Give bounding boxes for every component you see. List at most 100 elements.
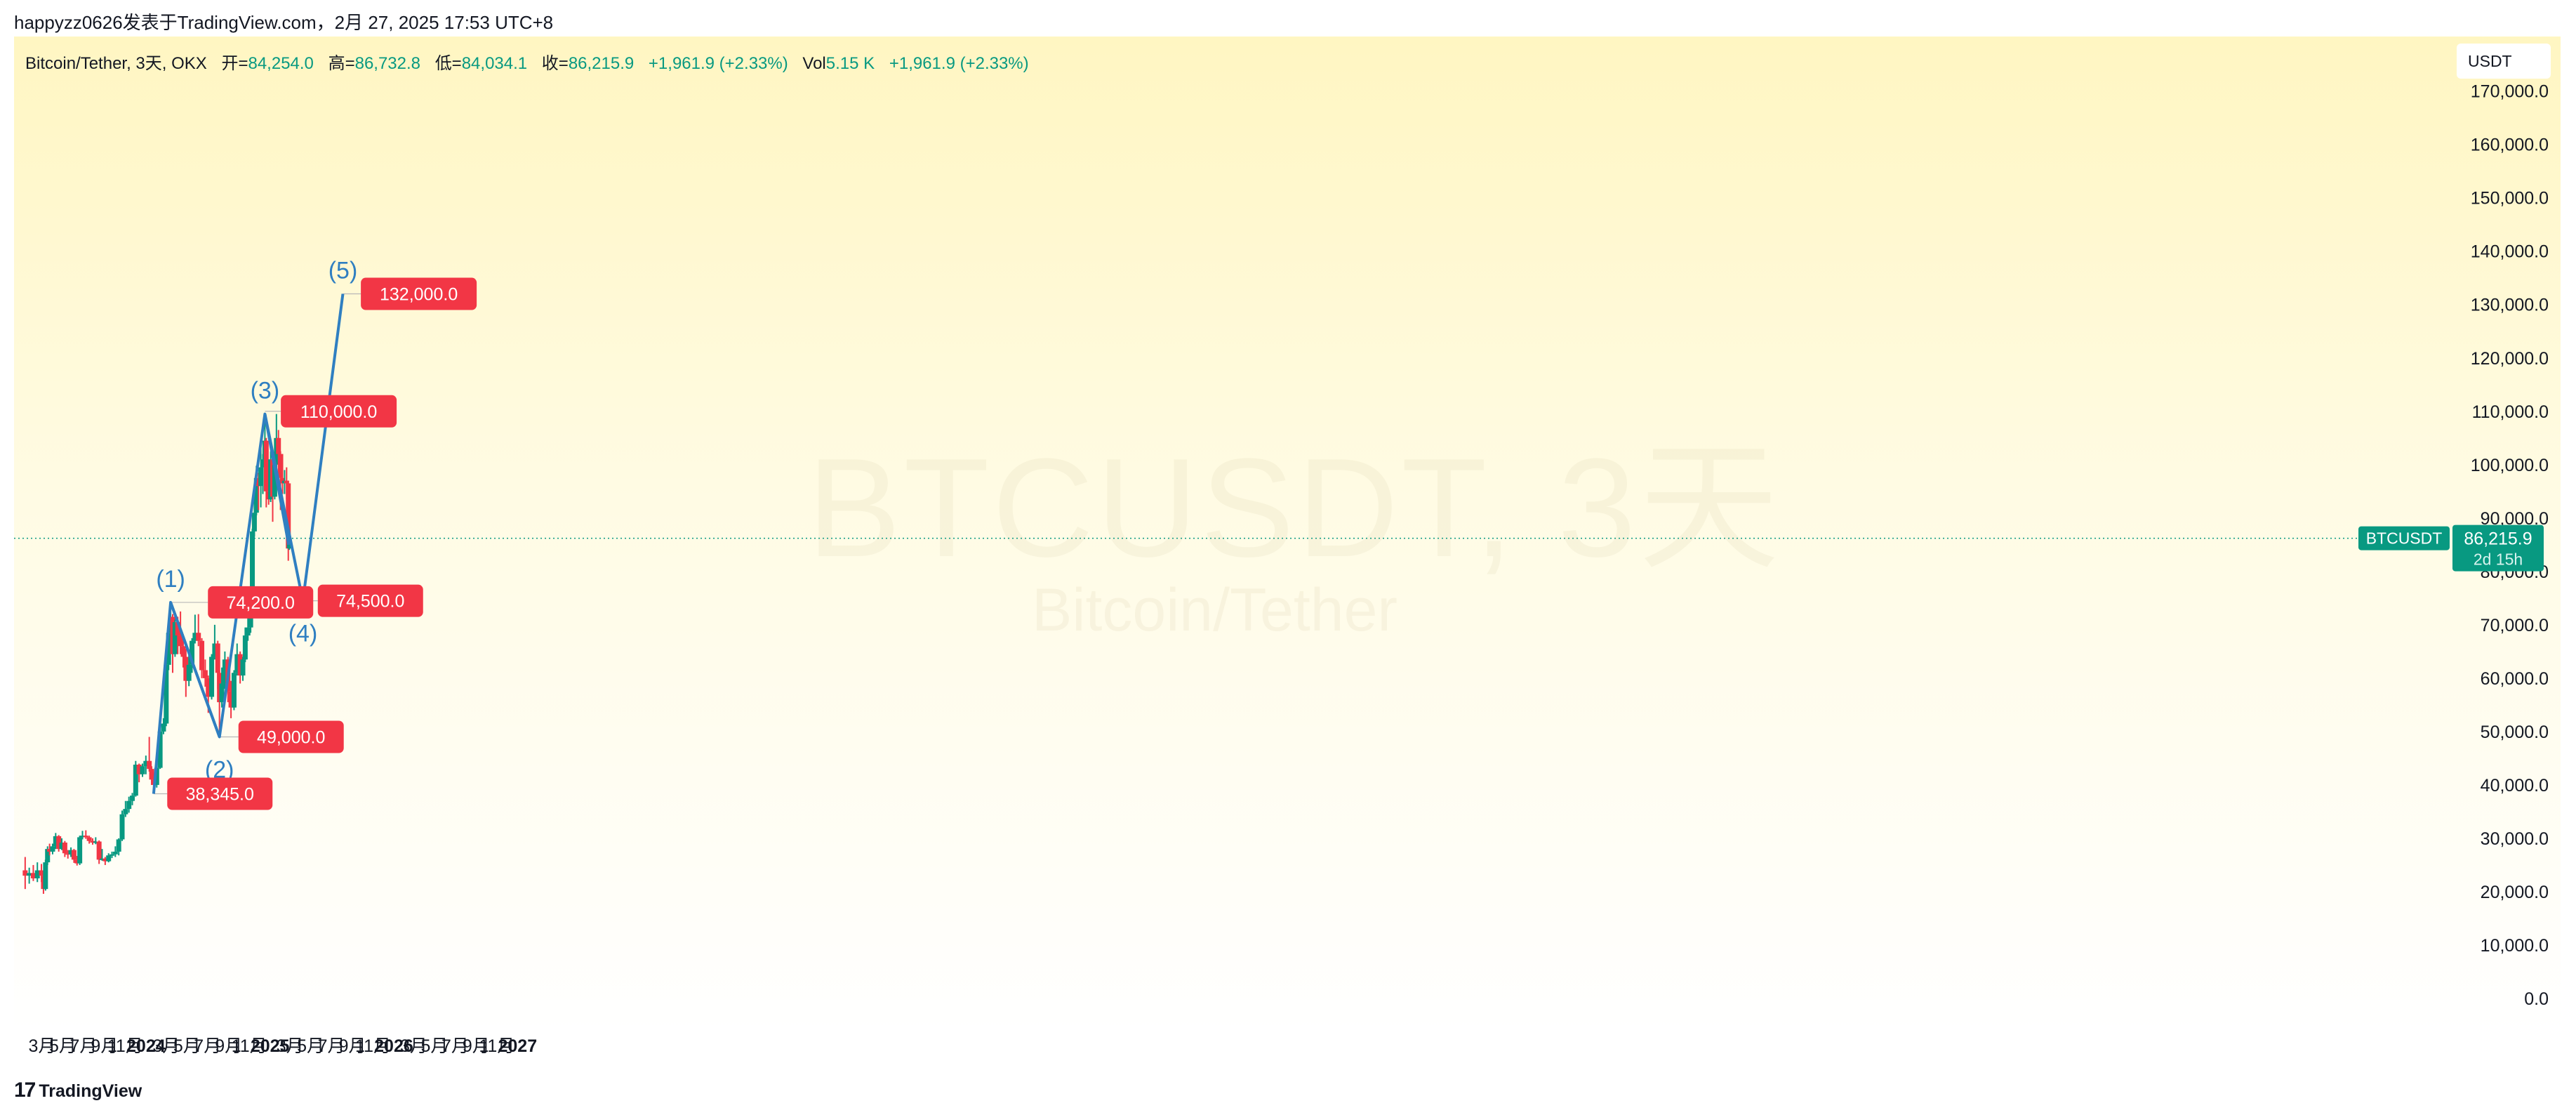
legend-open: 84,254.0: [248, 54, 314, 73]
y-tick-label: 130,000.0: [2471, 296, 2549, 315]
candle-body: [212, 643, 218, 657]
price-label-box: [238, 720, 344, 753]
wave-label: (4): [288, 621, 318, 647]
legend-high-label: 高=: [328, 54, 355, 73]
x-tick-label: 7月: [441, 1036, 469, 1056]
candle-body: [276, 437, 281, 454]
candle-body: [56, 836, 62, 850]
currency-selector[interactable]: USDT: [2457, 44, 2551, 79]
price-label-box: [281, 395, 397, 428]
y-tick-label: 60,000.0: [2481, 669, 2549, 689]
legend-open-label: 开=: [221, 54, 248, 73]
wave-label: (3): [251, 378, 280, 404]
y-tick-label: 140,000.0: [2471, 242, 2549, 262]
y-tick-label: 40,000.0: [2481, 776, 2549, 796]
candle-body: [263, 440, 269, 491]
chart-background[interactable]: [14, 37, 2561, 1031]
bar-countdown-text: 2d 15h: [2474, 550, 2523, 569]
x-tick-label: 2024: [126, 1036, 166, 1056]
candle-body: [45, 849, 51, 863]
candle-body: [245, 627, 251, 636]
candle-body: [22, 870, 28, 876]
price-label-box: [361, 277, 477, 310]
y-tick-label: 50,000.0: [2481, 723, 2549, 742]
candle-body: [209, 657, 215, 697]
last-price-box: [2452, 524, 2544, 572]
candle-body: [234, 654, 240, 673]
price-label-text: 74,500.0: [336, 592, 404, 612]
candle-body: [175, 622, 180, 636]
candle-body: [90, 840, 95, 843]
x-tick-label: 9月: [215, 1036, 242, 1056]
x-tick-label: 11月: [232, 1036, 267, 1056]
candle-body: [93, 841, 98, 843]
symbol-watermark: BTCUSDT, 3天: [807, 430, 1782, 586]
x-tick-label: 9月: [463, 1036, 490, 1056]
y-tick-label: 100,000.0: [2471, 456, 2549, 475]
candle-body: [102, 858, 108, 862]
corrective-wave-line: [169, 602, 221, 738]
y-tick-label: 120,000.0: [2471, 349, 2549, 369]
y-tick-label: 110,000.0: [2472, 402, 2549, 422]
candle-body: [43, 862, 48, 890]
price-label-box: [317, 584, 423, 617]
publish-info: happyzz0626发表于TradingView.com，2月 27, 202…: [14, 12, 554, 33]
symbol-tag-box: [2358, 526, 2450, 550]
y-tick-label: 30,000.0: [2481, 829, 2549, 849]
price-label-box: [167, 777, 273, 810]
price-label-guides: [153, 293, 361, 795]
candle-body: [231, 673, 237, 708]
tradingview-brand[interactable]: 17 TradingView: [14, 1078, 142, 1102]
brand-name: TradingView: [39, 1081, 142, 1101]
x-tick-label: 2026: [374, 1036, 413, 1056]
candle-body: [157, 731, 163, 768]
y-tick-label: 20,000.0: [2481, 883, 2549, 902]
legend-symbol[interactable]: Bitcoin/Tether, 3天, OKX: [25, 54, 207, 73]
y-tick-label: 0.0: [2524, 989, 2549, 1009]
legend-change: +1,961.9 (+2.33%): [648, 54, 788, 73]
candle-body: [240, 659, 246, 676]
candle-body: [53, 836, 58, 847]
x-tick-label: 5月: [297, 1036, 324, 1056]
x-tick-label: 2025: [251, 1036, 290, 1056]
elliott-wave-drawing[interactable]: (1)(2)(3)(4)(5): [152, 258, 358, 794]
wave-label: (5): [328, 258, 358, 284]
legend-high: 86,732.8: [354, 54, 421, 73]
candle-body: [59, 843, 65, 850]
candle-body: [237, 654, 243, 676]
candle-body: [228, 691, 234, 708]
ohlc-legend: Bitcoin/Tether, 3天, OKX 开=84,254.0 高=86,…: [25, 49, 1029, 74]
candle-body: [77, 837, 83, 864]
candle-body: [126, 800, 132, 810]
candle-body: [192, 633, 198, 641]
candle-body: [286, 483, 291, 549]
candle-body: [119, 814, 125, 840]
y-tick-label: 10,000.0: [2481, 936, 2549, 956]
candle-body: [112, 851, 118, 855]
price-label-text: 49,000.0: [257, 728, 325, 748]
x-tick-label: 3月: [29, 1036, 56, 1056]
candle-body: [219, 683, 225, 703]
price-label-text: 132,000.0: [380, 285, 458, 305]
candle-body: [34, 870, 40, 878]
candle-body: [206, 678, 211, 697]
candle-body: [133, 765, 138, 796]
candle-body: [222, 659, 227, 684]
time-axis[interactable]: 3月5月7月9月11月20243月5月7月9月11月20253月5月7月9月11…: [29, 1036, 538, 1056]
x-tick-label: 7月: [318, 1036, 345, 1056]
candle-body: [86, 837, 92, 841]
price-label-text: 110,000.0: [300, 402, 377, 422]
candle-body: [47, 849, 53, 852]
candle-body: [161, 723, 166, 732]
candle-body: [278, 454, 284, 478]
candle-body: [147, 760, 152, 770]
candle-body: [202, 670, 208, 678]
candle-body: [258, 467, 264, 487]
last-price-text: 86,215.9: [2464, 529, 2532, 549]
candle-body: [272, 464, 277, 497]
candle-body: [74, 859, 80, 864]
price-labels[interactable]: 38,345.0 74,200.0 49,000.0 110,000.0 74,500.…: [167, 277, 477, 810]
candle-body: [280, 477, 286, 484]
y-tick-label: 160,000.0: [2471, 136, 2549, 155]
